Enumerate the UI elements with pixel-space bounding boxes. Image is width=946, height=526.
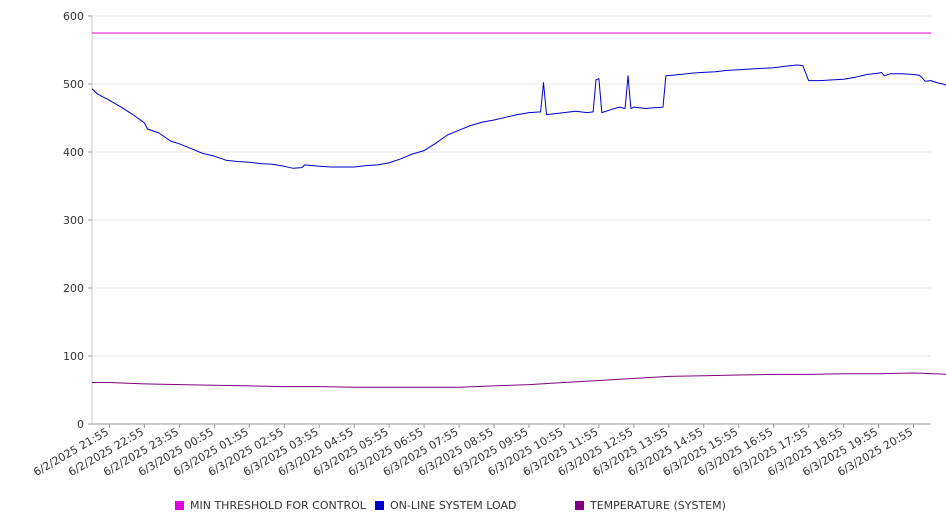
y-tick-label: 0 [77, 418, 84, 431]
grid-lines [92, 15, 931, 357]
legend-item-min-threshold[interactable]: MIN THRESHOLD FOR CONTROL [175, 497, 366, 513]
legend-swatch-system-load [375, 500, 384, 510]
series-line-2 [92, 372, 946, 388]
legend-swatch-min-threshold [175, 500, 184, 510]
y-tick-label: 500 [63, 78, 84, 91]
y-tick-label: 300 [63, 214, 84, 227]
legend: MIN THRESHOLD FOR CONTROL ON-LINE SYSTEM… [0, 497, 946, 515]
y-tick-label: 600 [63, 10, 84, 23]
y-tick-label: 100 [63, 350, 84, 363]
legend-item-system-load[interactable]: ON-LINE SYSTEM LOAD [375, 497, 516, 513]
legend-label-temperature: TEMPERATURE (SYSTEM) [590, 498, 726, 512]
x-tick-labels: 6/2/2025 21:556/2/2025 22:556/2/2025 23:… [31, 424, 915, 479]
y-tick-label: 400 [63, 146, 84, 159]
legend-label-min-threshold: MIN THRESHOLD FOR CONTROL [190, 498, 366, 512]
y-tick-label: 200 [63, 282, 84, 295]
series-lines [91, 32, 946, 388]
legend-item-temperature[interactable]: TEMPERATURE (SYSTEM) [575, 497, 726, 513]
series-line-1 [91, 64, 946, 169]
legend-label-system-load: ON-LINE SYSTEM LOAD [390, 498, 517, 512]
legend-swatch-temperature [575, 500, 584, 510]
y-tick-labels: 0 100 200 300 400 500 600 [63, 10, 92, 431]
